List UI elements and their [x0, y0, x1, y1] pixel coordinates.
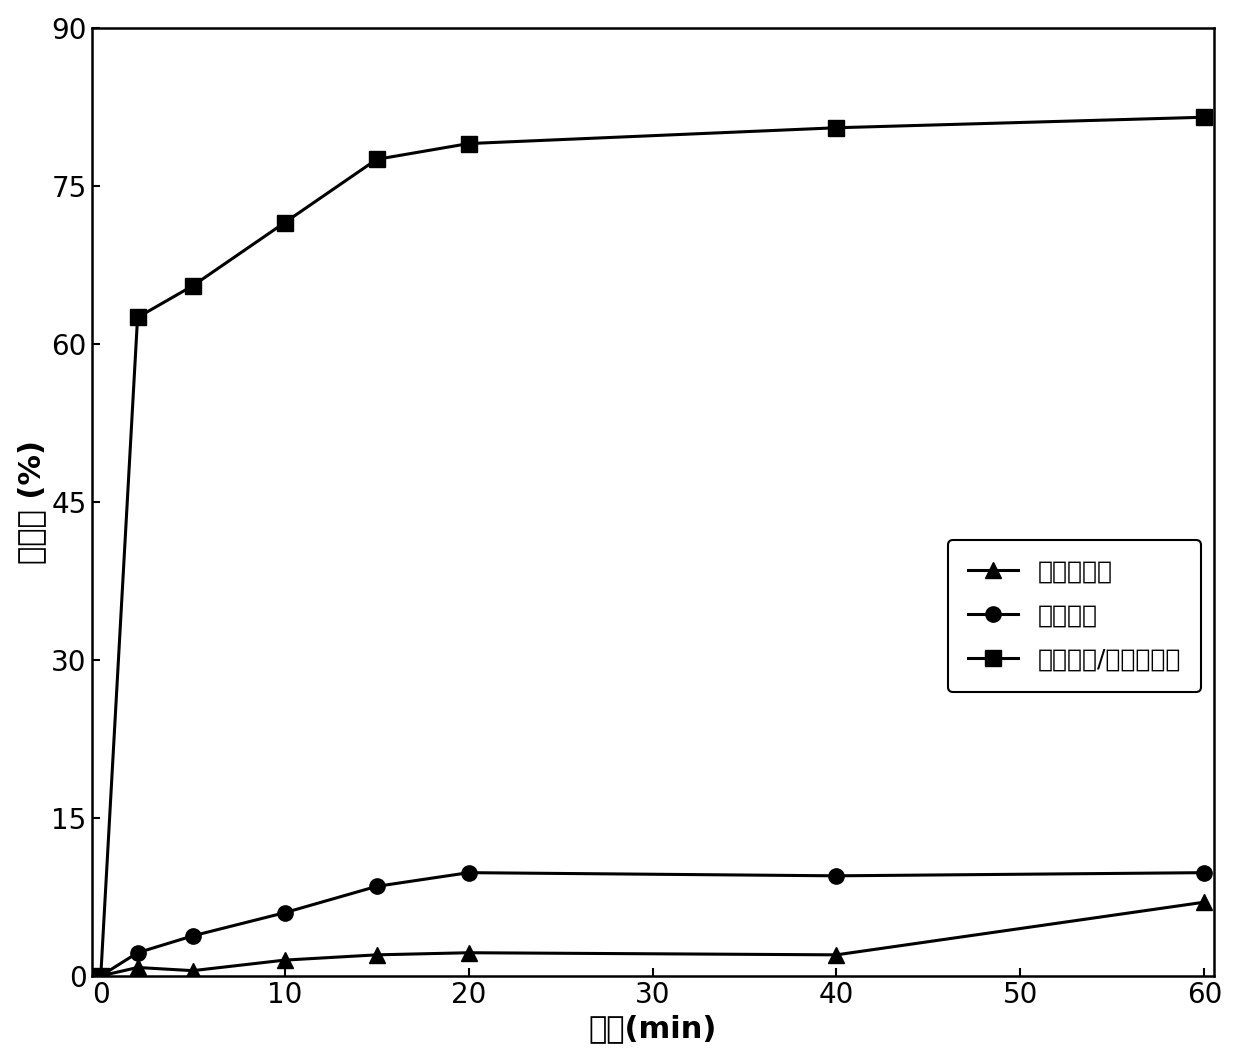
过一硫酸靴	[93, 970, 108, 983]
高鐵酸靴/过一硫酸靴	[370, 153, 384, 165]
Line: 高鐵酸靴: 高鐵酸靴	[93, 865, 1211, 984]
Legend: 过一硫酸靴, 高鐵酸靴, 高鐵酸靴/过一硫酸靴: 过一硫酸靴, 高鐵酸靴, 高鐵酸靴/过一硫酸靴	[947, 540, 1202, 691]
过一硫酸靴	[830, 949, 844, 961]
高鐵酸靴	[1197, 866, 1211, 879]
高鐵酸靴/过一硫酸靴	[278, 216, 293, 229]
过一硫酸靴	[130, 961, 145, 974]
过一硫酸靴	[185, 965, 200, 977]
Y-axis label: 去除率 (%): 去除率 (%)	[16, 440, 46, 564]
高鐵酸靴/过一硫酸靴	[830, 122, 844, 135]
Line: 高鐵酸靴/过一硫酸靴: 高鐵酸靴/过一硫酸靴	[93, 109, 1211, 984]
过一硫酸靴	[370, 949, 384, 961]
过一硫酸靴	[461, 947, 476, 959]
高鐵酸靴/过一硫酸靴	[1197, 111, 1211, 124]
高鐵酸靴	[185, 930, 200, 942]
Line: 过一硫酸靴: 过一硫酸靴	[93, 895, 1211, 984]
过一硫酸靴	[278, 954, 293, 967]
高鐵酸靴	[370, 880, 384, 893]
高鐵酸靴	[93, 970, 108, 983]
高鐵酸靴/过一硫酸靴	[93, 970, 108, 983]
高鐵酸靴	[461, 866, 476, 879]
高鐵酸靴	[130, 947, 145, 959]
X-axis label: 时间(min): 时间(min)	[588, 1014, 717, 1043]
高鐵酸靴	[278, 906, 293, 919]
高鐵酸靴	[830, 869, 844, 882]
高鐵酸靴/过一硫酸靴	[130, 311, 145, 323]
高鐵酸靴/过一硫酸靴	[185, 280, 200, 293]
高鐵酸靴/过一硫酸靴	[461, 137, 476, 149]
过一硫酸靴	[1197, 896, 1211, 908]
